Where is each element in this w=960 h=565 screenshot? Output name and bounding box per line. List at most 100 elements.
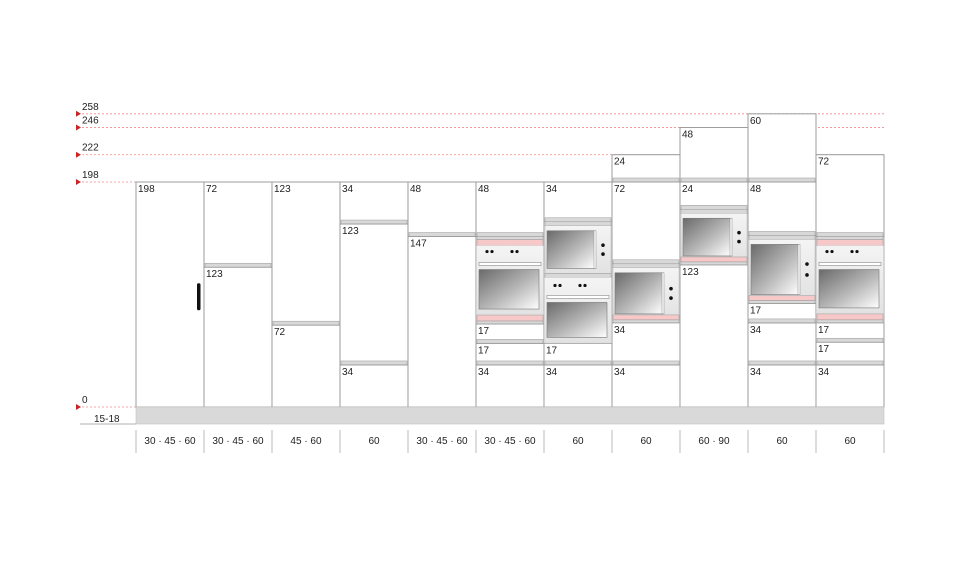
height-label: 34	[614, 325, 626, 336]
rail	[680, 209, 748, 214]
knob	[490, 249, 494, 254]
width-label-c10: 60	[776, 436, 788, 447]
rail	[612, 360, 680, 366]
level-marker-258	[76, 110, 81, 117]
height-label: 17	[750, 306, 762, 317]
level-label-0: 0	[82, 395, 88, 406]
width-labels: 30 · 45 · 60 30 · 45 · 60 45 · 60 60 30 · 45…	[135, 430, 885, 453]
knob	[805, 273, 809, 277]
level-label-222: 222	[82, 143, 99, 154]
rail	[612, 319, 680, 324]
level-marker-222	[76, 151, 81, 158]
width-label-c4: 60	[368, 436, 380, 447]
cabinet-columns: 198 7212312372341233448147481717343417342…	[135, 113, 885, 408]
knob	[669, 286, 673, 291]
height-label: 72	[274, 327, 286, 338]
rail	[544, 273, 612, 278]
height-label: 72	[818, 157, 830, 168]
oven-window	[614, 272, 664, 315]
width-label-c8: 60	[640, 436, 652, 447]
rail	[544, 221, 612, 227]
knob	[485, 249, 489, 254]
oven-window	[478, 269, 540, 310]
width-label-c9: 60 · 90	[698, 436, 730, 447]
height-label: 34	[750, 325, 762, 336]
knob	[601, 252, 605, 256]
rail	[476, 320, 544, 325]
microwave-handle	[797, 244, 801, 295]
cabinet-column-c10: 60 48 17 34 34	[747, 113, 817, 408]
oven-window	[750, 244, 800, 295]
rail	[476, 339, 544, 344]
knob	[737, 239, 741, 244]
rail	[680, 256, 748, 263]
cabinet-column-c8: 24 72 34 34	[611, 154, 681, 408]
rail	[680, 177, 748, 183]
cabinet-column-c11: 72 17 17 34	[815, 154, 885, 408]
oven-handle	[478, 262, 542, 266]
height-label: 17	[818, 325, 830, 336]
height-label: 48	[750, 184, 762, 195]
microwave-handle	[593, 230, 597, 269]
height-label: 147	[410, 239, 427, 250]
width-label-c1: 30 · 45 · 60	[144, 436, 196, 447]
height-label: 34	[818, 367, 830, 378]
height-label: 24	[614, 157, 626, 168]
rail	[748, 231, 816, 236]
microwave-handle	[729, 218, 733, 257]
height-label: 17	[546, 345, 558, 356]
oven-window	[682, 217, 732, 257]
cabinet-column-c3: 123 72	[271, 181, 341, 408]
oven-window	[546, 302, 608, 338]
knob	[805, 262, 809, 266]
rail	[476, 239, 544, 246]
rail	[748, 360, 816, 366]
knob	[515, 249, 519, 254]
width-label-c5: 30 · 45 · 60	[416, 436, 468, 447]
column-frame	[271, 181, 341, 408]
height-label: 17	[818, 344, 830, 355]
height-label: 72	[206, 184, 218, 195]
door-handle	[197, 283, 201, 311]
plinth-band	[135, 406, 885, 425]
height-label: 34	[614, 367, 626, 378]
height-label: 34	[546, 184, 558, 195]
level-marker-246	[76, 124, 81, 131]
height-label: 123	[274, 184, 291, 195]
height-label: 34	[750, 367, 762, 378]
rail	[476, 232, 544, 237]
rail	[340, 360, 408, 366]
column-frame	[135, 181, 205, 408]
rail	[816, 232, 884, 237]
height-levels: 258 246 222 198 0	[76, 102, 884, 410]
height-label: 48	[682, 129, 694, 140]
knob	[558, 283, 562, 288]
cabinet-column-c4: 34 123 34	[339, 181, 409, 408]
knob	[830, 249, 834, 254]
plinth: 15-18	[80, 406, 885, 425]
height-label: 48	[478, 184, 490, 195]
width-label-c6: 30 · 45 · 60	[484, 436, 536, 447]
rail	[816, 236, 884, 240]
height-label: 123	[682, 267, 699, 278]
width-label-c7: 60	[572, 436, 584, 447]
rail	[476, 236, 544, 240]
width-label-c2: 30 · 45 · 60	[212, 436, 264, 447]
height-label: 72	[614, 184, 626, 195]
knob	[510, 249, 514, 254]
rail	[476, 314, 544, 322]
rail	[816, 319, 884, 324]
knob	[583, 283, 587, 288]
rail	[816, 313, 884, 321]
knob	[855, 249, 859, 254]
knob	[737, 230, 741, 235]
rail	[204, 262, 272, 268]
level-marker-198	[76, 178, 81, 185]
rail	[816, 239, 884, 246]
rail	[408, 232, 476, 237]
rail	[544, 217, 612, 223]
oven-window	[818, 269, 880, 309]
knob	[825, 249, 829, 254]
width-label-c11: 60	[844, 436, 856, 447]
